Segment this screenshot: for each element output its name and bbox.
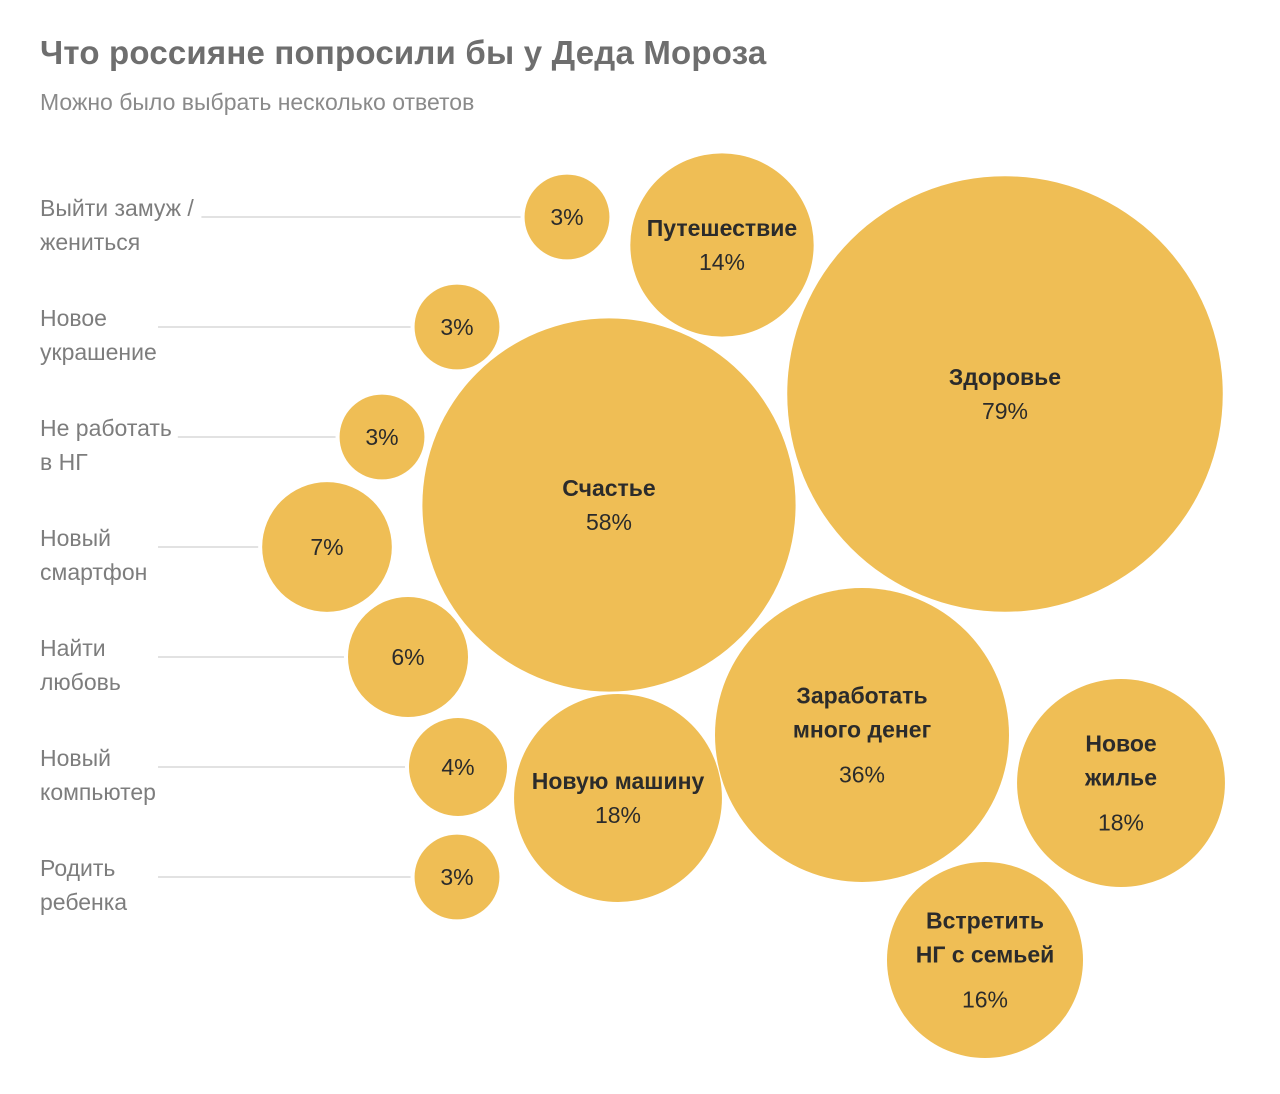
side-label-novoe-ukrashenie: украшение: [40, 339, 157, 365]
bubble-zdorove: [787, 176, 1223, 612]
bubble-name-zarabotat-mnogo-deneg: много денег: [793, 717, 931, 743]
bubble-novyy-smartfon: [262, 482, 392, 612]
chart-title: Что россияне попросили бы у Деда Мороза: [40, 34, 767, 71]
bubble-value-novyy-kompyuter: 4%: [441, 754, 474, 780]
bubble-value-novoe-ukrashenie: 3%: [440, 314, 473, 340]
bubble-value-novoe-zhile: 18%: [1098, 810, 1144, 836]
bubble-schaste: [422, 318, 796, 692]
bubble-value-vstretit-ng-s-semey: 16%: [962, 987, 1008, 1013]
bubble-name-novoe-zhile: жилье: [1084, 765, 1157, 791]
bubble-name-puteshestvie: Путешествие: [647, 215, 797, 241]
side-label-novyy-smartfon: смартфон: [40, 559, 147, 585]
side-label-novyy-kompyuter: Новый: [40, 745, 111, 771]
side-label-vyyti-zamuzh-zhenitsya: жениться: [40, 229, 140, 255]
side-label-nayti-lyubov: Найти: [40, 635, 106, 661]
side-label-nayti-lyubov: любовь: [40, 669, 121, 695]
bubble-puteshestvie: [630, 153, 814, 337]
chart-subtitle: Можно было выбрать несколько ответов: [40, 89, 475, 115]
bubble-nayti-lyubov: [347, 596, 469, 718]
bubble-name-novuyu-mashinu: Новую машину: [532, 768, 705, 794]
bubble-name-novoe-zhile: Новое: [1085, 731, 1156, 757]
side-label-vyyti-zamuzh-zhenitsya: Выйти замуж /: [40, 195, 194, 221]
bubble-value-rodit-rebenka: 3%: [440, 864, 473, 890]
bubble-name-vstretit-ng-s-semey: Встретить: [926, 908, 1044, 934]
bubble-name-schaste: Счастье: [562, 475, 655, 501]
side-label-novyy-smartfon: Новый: [40, 525, 111, 551]
side-label-novyy-kompyuter: компьютер: [40, 779, 156, 805]
side-label-rodit-rebenka: ребенка: [40, 889, 127, 915]
bubble-value-schaste: 58%: [586, 509, 632, 535]
bubble-vyyti-zamuzh-zhenitsya: [524, 174, 610, 260]
bubble-vstretit-ng-s-semey: [887, 862, 1083, 1058]
bubble-value-zdorove: 79%: [982, 398, 1028, 424]
bubble-value-ne-rabotat-v-ng: 3%: [365, 424, 398, 450]
side-label-novoe-ukrashenie: Новое: [40, 305, 107, 331]
bubble-novoe-zhile: [1017, 679, 1225, 887]
bubble-novuyu-mashinu: [514, 694, 722, 902]
bubble-value-puteshestvie: 14%: [699, 249, 745, 275]
bubble-name-zdorove: Здоровье: [949, 364, 1061, 390]
bubble-value-vyyti-zamuzh-zhenitsya: 3%: [550, 204, 583, 230]
bubble-novoe-ukrashenie: [414, 284, 500, 370]
bubble-rodit-rebenka: [414, 834, 500, 920]
bubble-novyy-kompyuter: [409, 718, 507, 816]
bubble-value-nayti-lyubov: 6%: [391, 644, 424, 670]
bubble-ne-rabotat-v-ng: [339, 394, 425, 480]
bubble-value-novyy-smartfon: 7%: [310, 534, 343, 560]
side-label-ne-rabotat-v-ng: в НГ: [40, 449, 88, 475]
bubble-value-zarabotat-mnogo-deneg: 36%: [839, 762, 885, 788]
bubble-value-novuyu-mashinu: 18%: [595, 802, 641, 828]
bubble-name-zarabotat-mnogo-deneg: Заработать: [796, 683, 927, 709]
side-label-rodit-rebenka: Родить: [40, 855, 115, 881]
bubble-zarabotat-mnogo-deneg: [715, 588, 1009, 882]
bubble-name-vstretit-ng-s-semey: НГ с семьей: [916, 942, 1055, 968]
side-label-ne-rabotat-v-ng: Не работать: [40, 415, 172, 441]
